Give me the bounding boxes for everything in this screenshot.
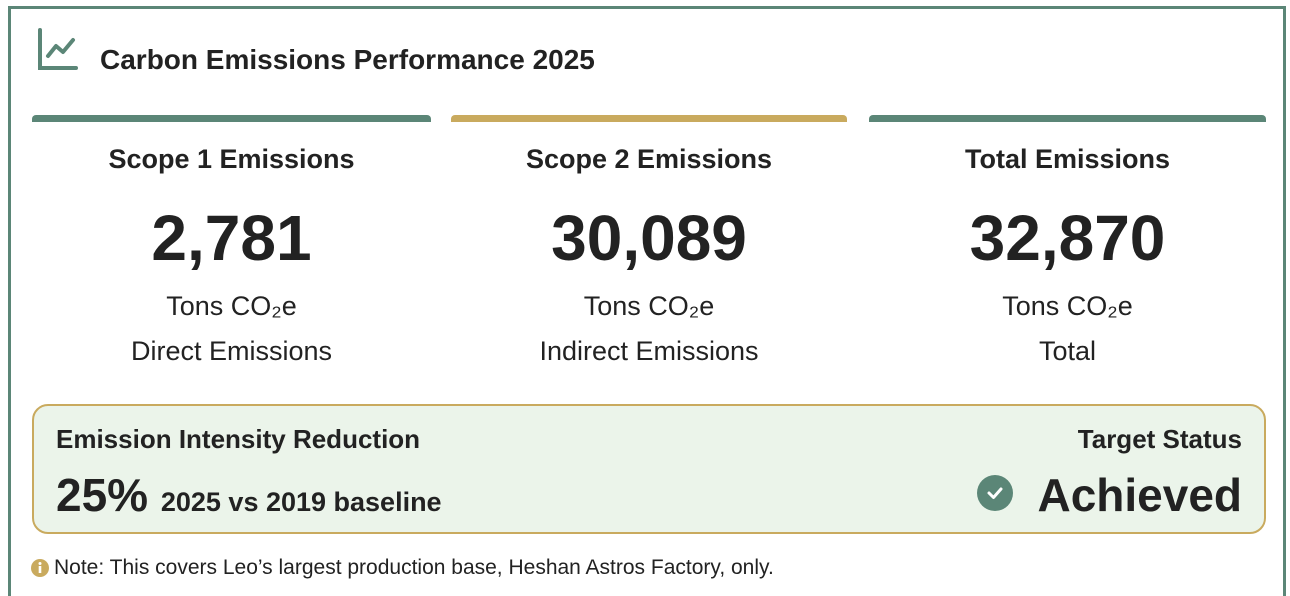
banner-comparison: 2025 vs 2019 baseline [160,487,442,517]
card-accent [32,115,431,122]
card: Total Emissions 32,870 Tons CO₂e Total [869,115,1266,385]
card-label: Total Emissions [964,144,1171,174]
note: Note: This covers Leo’s largest producti… [54,556,774,579]
status-row: Achieved [975,468,1242,522]
info-icon [31,559,49,577]
card-description: Indirect Emissions [539,336,759,366]
card-description: Direct Emissions [130,336,333,366]
card-value: 32,870 [969,202,1166,274]
card-unit: Tons CO₂e [583,291,715,321]
status-label: Target Status [1077,424,1242,454]
banner-title: Emission Intensity Reduction [56,424,421,454]
card-description: Total [1038,336,1097,366]
chart-icon [38,28,78,70]
card-unit: Tons CO₂e [1002,291,1133,321]
card-unit: Tons CO₂e [166,291,297,321]
card-accent [451,115,847,122]
card: Scope 1 Emissions 2,781 Tons CO₂e Direct Em… [32,115,431,385]
card-label: Scope 2 Emissions [525,144,773,174]
card-value: 30,089 [551,202,747,274]
card-label: Scope 1 Emissions [108,144,355,174]
card: Scope 2 Emissions 30,089 Tons CO₂e Indirect… [451,115,847,385]
check-icon [977,475,1014,511]
card-value: 2,781 [151,202,312,274]
banner-value-row: 25% 2025 vs 2019 baseline [56,468,442,522]
title: Carbon Emissions Performance 2025 [100,44,595,75]
banner-value: 25% [56,469,149,521]
frame [8,6,1286,596]
card-accent [869,115,1266,122]
status: Achieved [1037,469,1242,521]
banner: Emission Intensity Reduction 25% 2025 vs… [32,404,1266,534]
